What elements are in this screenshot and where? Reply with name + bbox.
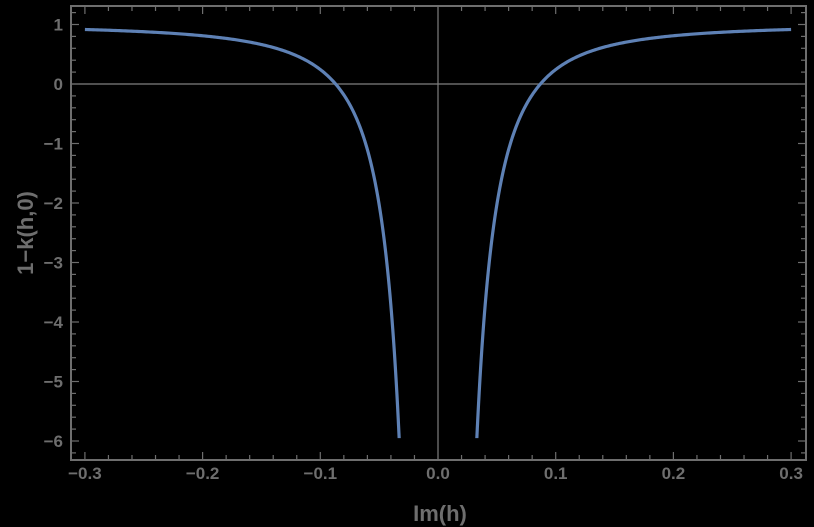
y-tick-label: −4 xyxy=(44,313,64,332)
y-tick-label: −5 xyxy=(44,373,63,392)
curve-right-branch xyxy=(475,27,792,440)
curve-left-branch xyxy=(84,27,401,440)
y-tick-labels: 1 0 −1 −2 −3 −4 −5 −6 xyxy=(44,16,64,452)
y-axis-title: 1−k(h,0) xyxy=(13,191,38,275)
x-tick-label: 0.3 xyxy=(779,464,803,483)
x-tick-label: −0.3 xyxy=(68,464,102,483)
x-tick-label: −0.2 xyxy=(186,464,220,483)
x-tick-label: 0.2 xyxy=(662,464,686,483)
y-tick-label: −6 xyxy=(44,432,63,451)
axis-ticks xyxy=(71,6,806,460)
x-axis-title: Im(h) xyxy=(413,501,467,526)
zero-axes xyxy=(71,6,806,460)
y-tick-label: 1 xyxy=(54,16,63,35)
x-tick-label: 0.1 xyxy=(544,464,568,483)
y-tick-label: −3 xyxy=(44,254,63,273)
plot-curves xyxy=(84,27,792,440)
y-tick-label: 0 xyxy=(54,75,63,94)
x-tick-label: 0.0 xyxy=(426,464,450,483)
x-tick-label: −0.1 xyxy=(304,464,338,483)
y-tick-label: −2 xyxy=(44,194,63,213)
x-tick-labels: −0.3 −0.2 −0.1 0.0 0.1 0.2 0.3 xyxy=(68,464,803,483)
y-tick-label: −1 xyxy=(44,135,63,154)
